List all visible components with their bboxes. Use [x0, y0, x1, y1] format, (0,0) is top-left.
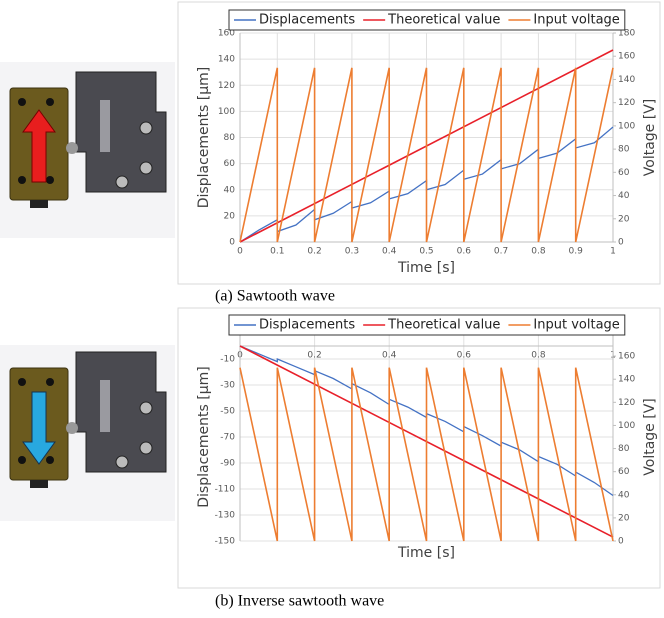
x-tick-label: 0.2	[307, 247, 321, 257]
y-tick-label: 120	[218, 81, 235, 91]
y2-tick-label: 120	[618, 398, 635, 408]
y-tick-label: 140	[218, 55, 235, 65]
x-tick-label: 1	[610, 247, 616, 257]
y2-tick-label: 140	[618, 75, 635, 85]
y-axis-title: Displacements [μm]	[196, 67, 212, 208]
legend-label: Displacements	[259, 318, 355, 333]
y2-tick-label: 60	[618, 467, 630, 477]
y-tick-label: 60	[224, 159, 236, 169]
y2-tick-label: 20	[618, 214, 630, 224]
y2-tick-label: 0	[618, 238, 624, 248]
y2-tick-label: 100	[618, 121, 635, 131]
y-tick-label: -110	[215, 485, 236, 495]
y2-tick-label: 160	[618, 352, 635, 362]
legend-label: Theoretical value	[387, 318, 500, 333]
y2-tick-label: 0	[618, 537, 624, 547]
y-tick-label: -30	[220, 381, 235, 391]
x-tick-label: 0	[237, 247, 243, 257]
y2-tick-label: 120	[618, 98, 635, 108]
caption: (b) Inverse sawtooth wave	[215, 593, 384, 610]
y2-tick-label: 60	[618, 168, 630, 178]
y-tick-label: -150	[215, 537, 236, 547]
y-tick-label: 80	[224, 133, 236, 143]
legend-label: Input voltage	[533, 318, 619, 333]
x-tick-label: 0.1	[270, 247, 284, 257]
y2-tick-label: 100	[618, 421, 635, 431]
x-tick-label: 0.5	[419, 247, 433, 257]
y-tick-label: -130	[215, 511, 236, 521]
y-tick-label: 100	[218, 107, 235, 117]
y2-tick-label: 140	[618, 375, 635, 385]
mechanism-b	[0, 345, 175, 521]
x-tick-label: 0.7	[494, 247, 508, 257]
y-tick-label: -70	[220, 433, 235, 443]
legend: Displacements Theoretical value Input volt…	[229, 315, 625, 335]
y2-tick-label: 160	[618, 52, 635, 62]
y-tick-label: 40	[224, 185, 236, 195]
y-tick-label: -10	[220, 355, 235, 365]
y-tick-label: -50	[220, 407, 235, 417]
y-tick-label: 0	[229, 238, 235, 248]
x-tick-label: 0.4	[382, 247, 397, 257]
x-tick-label: 0.4	[382, 351, 397, 361]
y2-tick-label: 40	[618, 490, 630, 500]
y2-tick-label: 80	[618, 145, 630, 155]
y2-axis-title: Voltage [V]	[642, 398, 658, 475]
legend-label: Displacements	[259, 13, 355, 28]
y-axis-title: Displacements [μm]	[196, 366, 212, 507]
caption: (a) Sawtooth wave	[215, 288, 335, 305]
legend: Displacements Theoretical value Input volt…	[229, 10, 625, 30]
y-tick-label: 20	[224, 211, 236, 221]
figure: 0204060801001201401600204060801001201401…	[0, 0, 664, 618]
y-tick-label: -90	[220, 459, 235, 469]
x-tick-label: 0.8	[531, 247, 546, 257]
y2-tick-label: 40	[618, 191, 630, 201]
y2-axis-title: Voltage [V]	[642, 99, 658, 176]
x-axis-title: Time [s]	[397, 260, 455, 276]
mechanism-a	[0, 62, 175, 238]
y2-tick-label: 80	[618, 444, 630, 454]
x-tick-label: 0.8	[531, 351, 546, 361]
x-tick-label: 0.3	[345, 247, 359, 257]
legend-label: Input voltage	[533, 13, 619, 28]
x-tick-label: 0.2	[307, 351, 321, 361]
x-tick-label: 0.6	[457, 351, 472, 361]
x-tick-label: 0.6	[457, 247, 472, 257]
x-tick-label: 0.9	[569, 247, 584, 257]
x-axis-title: Time [s]	[397, 545, 455, 561]
y2-tick-label: 20	[618, 513, 630, 523]
legend-label: Theoretical value	[387, 13, 500, 28]
